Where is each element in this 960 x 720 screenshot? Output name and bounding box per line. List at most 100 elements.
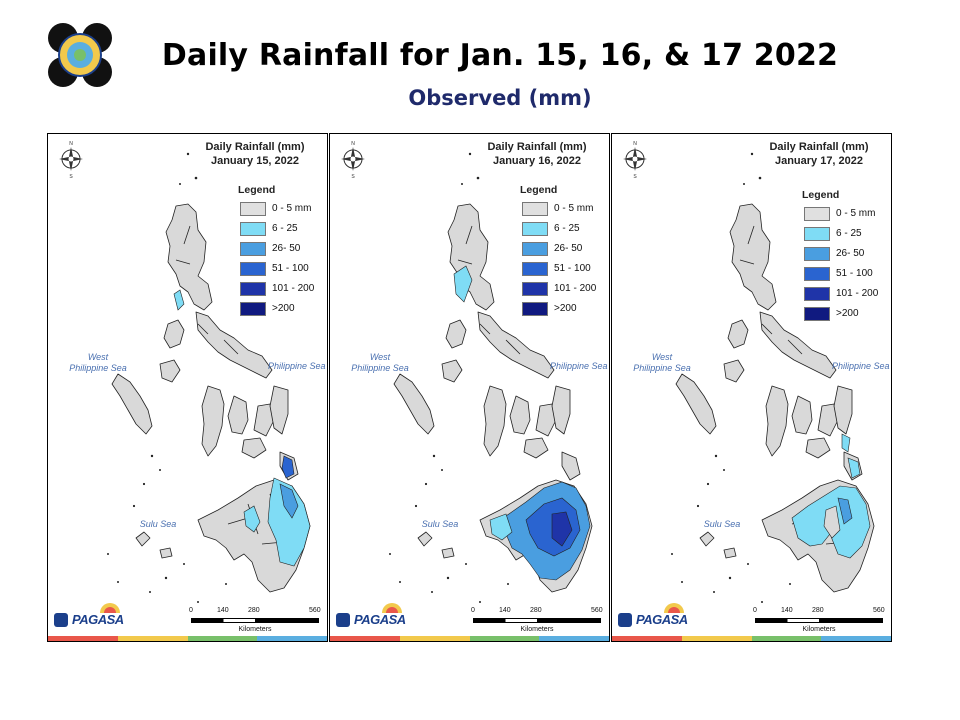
scale-tick: 140: [499, 607, 511, 614]
color-stripe: [330, 636, 609, 641]
map-panel-jan-16: N S Daily Rainfall (mm) January 16, 2022…: [329, 133, 610, 642]
svg-text:N: N: [69, 141, 73, 147]
legend-swatch: [804, 267, 830, 281]
map-panel-jan-15: N S Daily Rainfall (mm) January 15, 2022…: [47, 133, 328, 642]
color-stripe: [612, 636, 891, 641]
legend-swatch: [240, 242, 266, 256]
panel-date: January 17, 2022: [774, 155, 864, 167]
legend-swatch: [804, 207, 830, 221]
legend-swatch: [522, 222, 548, 236]
legend-label: 6 - 25: [554, 223, 580, 234]
scale-tick: 560: [591, 607, 603, 614]
legend-swatch: [240, 222, 266, 236]
legend-swatch: [522, 282, 548, 296]
brand-name: PAGASA: [72, 612, 124, 627]
panel-title-text: Daily Rainfall (mm): [487, 141, 587, 153]
legend-item: >200: [520, 301, 605, 321]
legend-label: >200: [272, 303, 295, 314]
scale-tick: 0: [471, 607, 475, 614]
legend-item: 6 - 25: [802, 226, 887, 246]
brand-name: PAGASA: [354, 612, 406, 627]
scale-bar-graphic: [473, 618, 601, 623]
legend-title: Legend: [238, 184, 276, 196]
philippines-rainfall-map: N S: [341, 141, 593, 604]
legend: Legend 0 - 5 mm 6 - 25 26- 50 51 - 100 1…: [520, 184, 605, 321]
scale-tick: 280: [812, 607, 824, 614]
legend-swatch: [804, 247, 830, 261]
sea-label-sulu: Sulu Sea: [421, 519, 459, 529]
svg-text:N: N: [351, 141, 355, 147]
panel-title: Daily Rainfall (mm) January 17, 2022: [754, 140, 884, 168]
svg-text:S: S: [69, 174, 73, 180]
legend-item: 101 - 200: [520, 281, 605, 301]
legend-label: 51 - 100: [554, 263, 591, 274]
legend-swatch: [522, 262, 548, 276]
panel-title: Daily Rainfall (mm) January 16, 2022: [472, 140, 602, 168]
legend: Legend 0 - 5 mm 6 - 25 26- 50 51 - 100 1…: [238, 184, 323, 321]
scale-tick: 0: [189, 607, 193, 614]
legend-label: 101 - 200: [836, 288, 879, 299]
map-panel-jan-17: N S Daily Rainfall (mm) January 17, 2022…: [611, 133, 892, 642]
legend-label: 0 - 5 mm: [836, 208, 876, 219]
scale-bar-graphic: [755, 618, 883, 623]
pagasa-logo-icon: PAGASA: [334, 599, 406, 635]
legend-item: 0 - 5 mm: [238, 201, 323, 221]
sea-label-west: West Philippine Sea: [69, 352, 127, 373]
sea-label-philippine: Philippine Sea: [832, 361, 890, 371]
pagasa-logo-icon: PAGASA: [52, 599, 124, 635]
legend-swatch: [240, 282, 266, 296]
legend-item: 51 - 100: [238, 261, 323, 281]
legend-label: 6 - 25: [272, 223, 298, 234]
legend-item: 6 - 25: [238, 221, 323, 241]
philippines-rainfall-map: N S: [623, 141, 875, 604]
legend-swatch: [804, 307, 830, 321]
sea-label-philippine: Philippine Sea: [550, 361, 608, 371]
scale-tick: 560: [873, 607, 885, 614]
legend-label: 6 - 25: [836, 228, 862, 239]
brand-name: PAGASA: [636, 612, 688, 627]
legend-title: Legend: [802, 189, 840, 201]
scale-tick: 140: [217, 607, 229, 614]
legend-item: >200: [238, 301, 323, 321]
compass-rose-icon: N S: [623, 141, 647, 180]
scale-unit: Kilometers: [520, 626, 554, 633]
sea-label-philippine: Philippine Sea: [268, 361, 326, 371]
legend-swatch: [804, 287, 830, 301]
legend-label: 0 - 5 mm: [272, 203, 312, 214]
legend-item: 26- 50: [802, 246, 887, 266]
page-title: Daily Rainfall for Jan. 15, 16, & 17 202…: [161, 38, 839, 73]
legend-item: 6 - 25: [520, 221, 605, 241]
legend-label: >200: [836, 308, 859, 319]
legend-item: 26- 50: [238, 241, 323, 261]
legend-item: 51 - 100: [802, 266, 887, 286]
color-stripe: [48, 636, 327, 641]
legend-item: 51 - 100: [520, 261, 605, 281]
legend-swatch: [804, 227, 830, 241]
svg-text:N: N: [633, 141, 637, 147]
legend-label: 101 - 200: [272, 283, 315, 294]
pagasa-logo-icon: PAGASA: [616, 599, 688, 635]
legend-swatch: [240, 202, 266, 216]
legend-item: 101 - 200: [802, 286, 887, 306]
legend-swatch: [522, 202, 548, 216]
legend-item: 0 - 5 mm: [802, 206, 887, 226]
panel-title: Daily Rainfall (mm) January 15, 2022: [190, 140, 320, 168]
panel-title-text: Daily Rainfall (mm): [769, 141, 869, 153]
philippines-rainfall-map: N S: [59, 141, 311, 604]
legend: Legend 0 - 5 mm 6 - 25 26- 50 51 - 100 1…: [802, 189, 887, 326]
scale-tick: 280: [248, 607, 260, 614]
legend-label: 26- 50: [554, 243, 583, 254]
legend-item: 0 - 5 mm: [520, 201, 605, 221]
scale-tick: 0: [753, 607, 757, 614]
legend-swatch: [240, 302, 266, 316]
sea-label-west: West Philippine Sea: [633, 352, 691, 373]
scale-tick: 140: [781, 607, 793, 614]
legend-label: 0 - 5 mm: [554, 203, 594, 214]
sea-label-sulu: Sulu Sea: [139, 519, 177, 529]
legend-item: 101 - 200: [238, 281, 323, 301]
scale-bar-graphic: [191, 618, 319, 623]
legend-label: >200: [554, 303, 577, 314]
legend-label: 51 - 100: [272, 263, 309, 274]
compass-rose-icon: N S: [341, 141, 365, 180]
scale-tick: 560: [309, 607, 321, 614]
